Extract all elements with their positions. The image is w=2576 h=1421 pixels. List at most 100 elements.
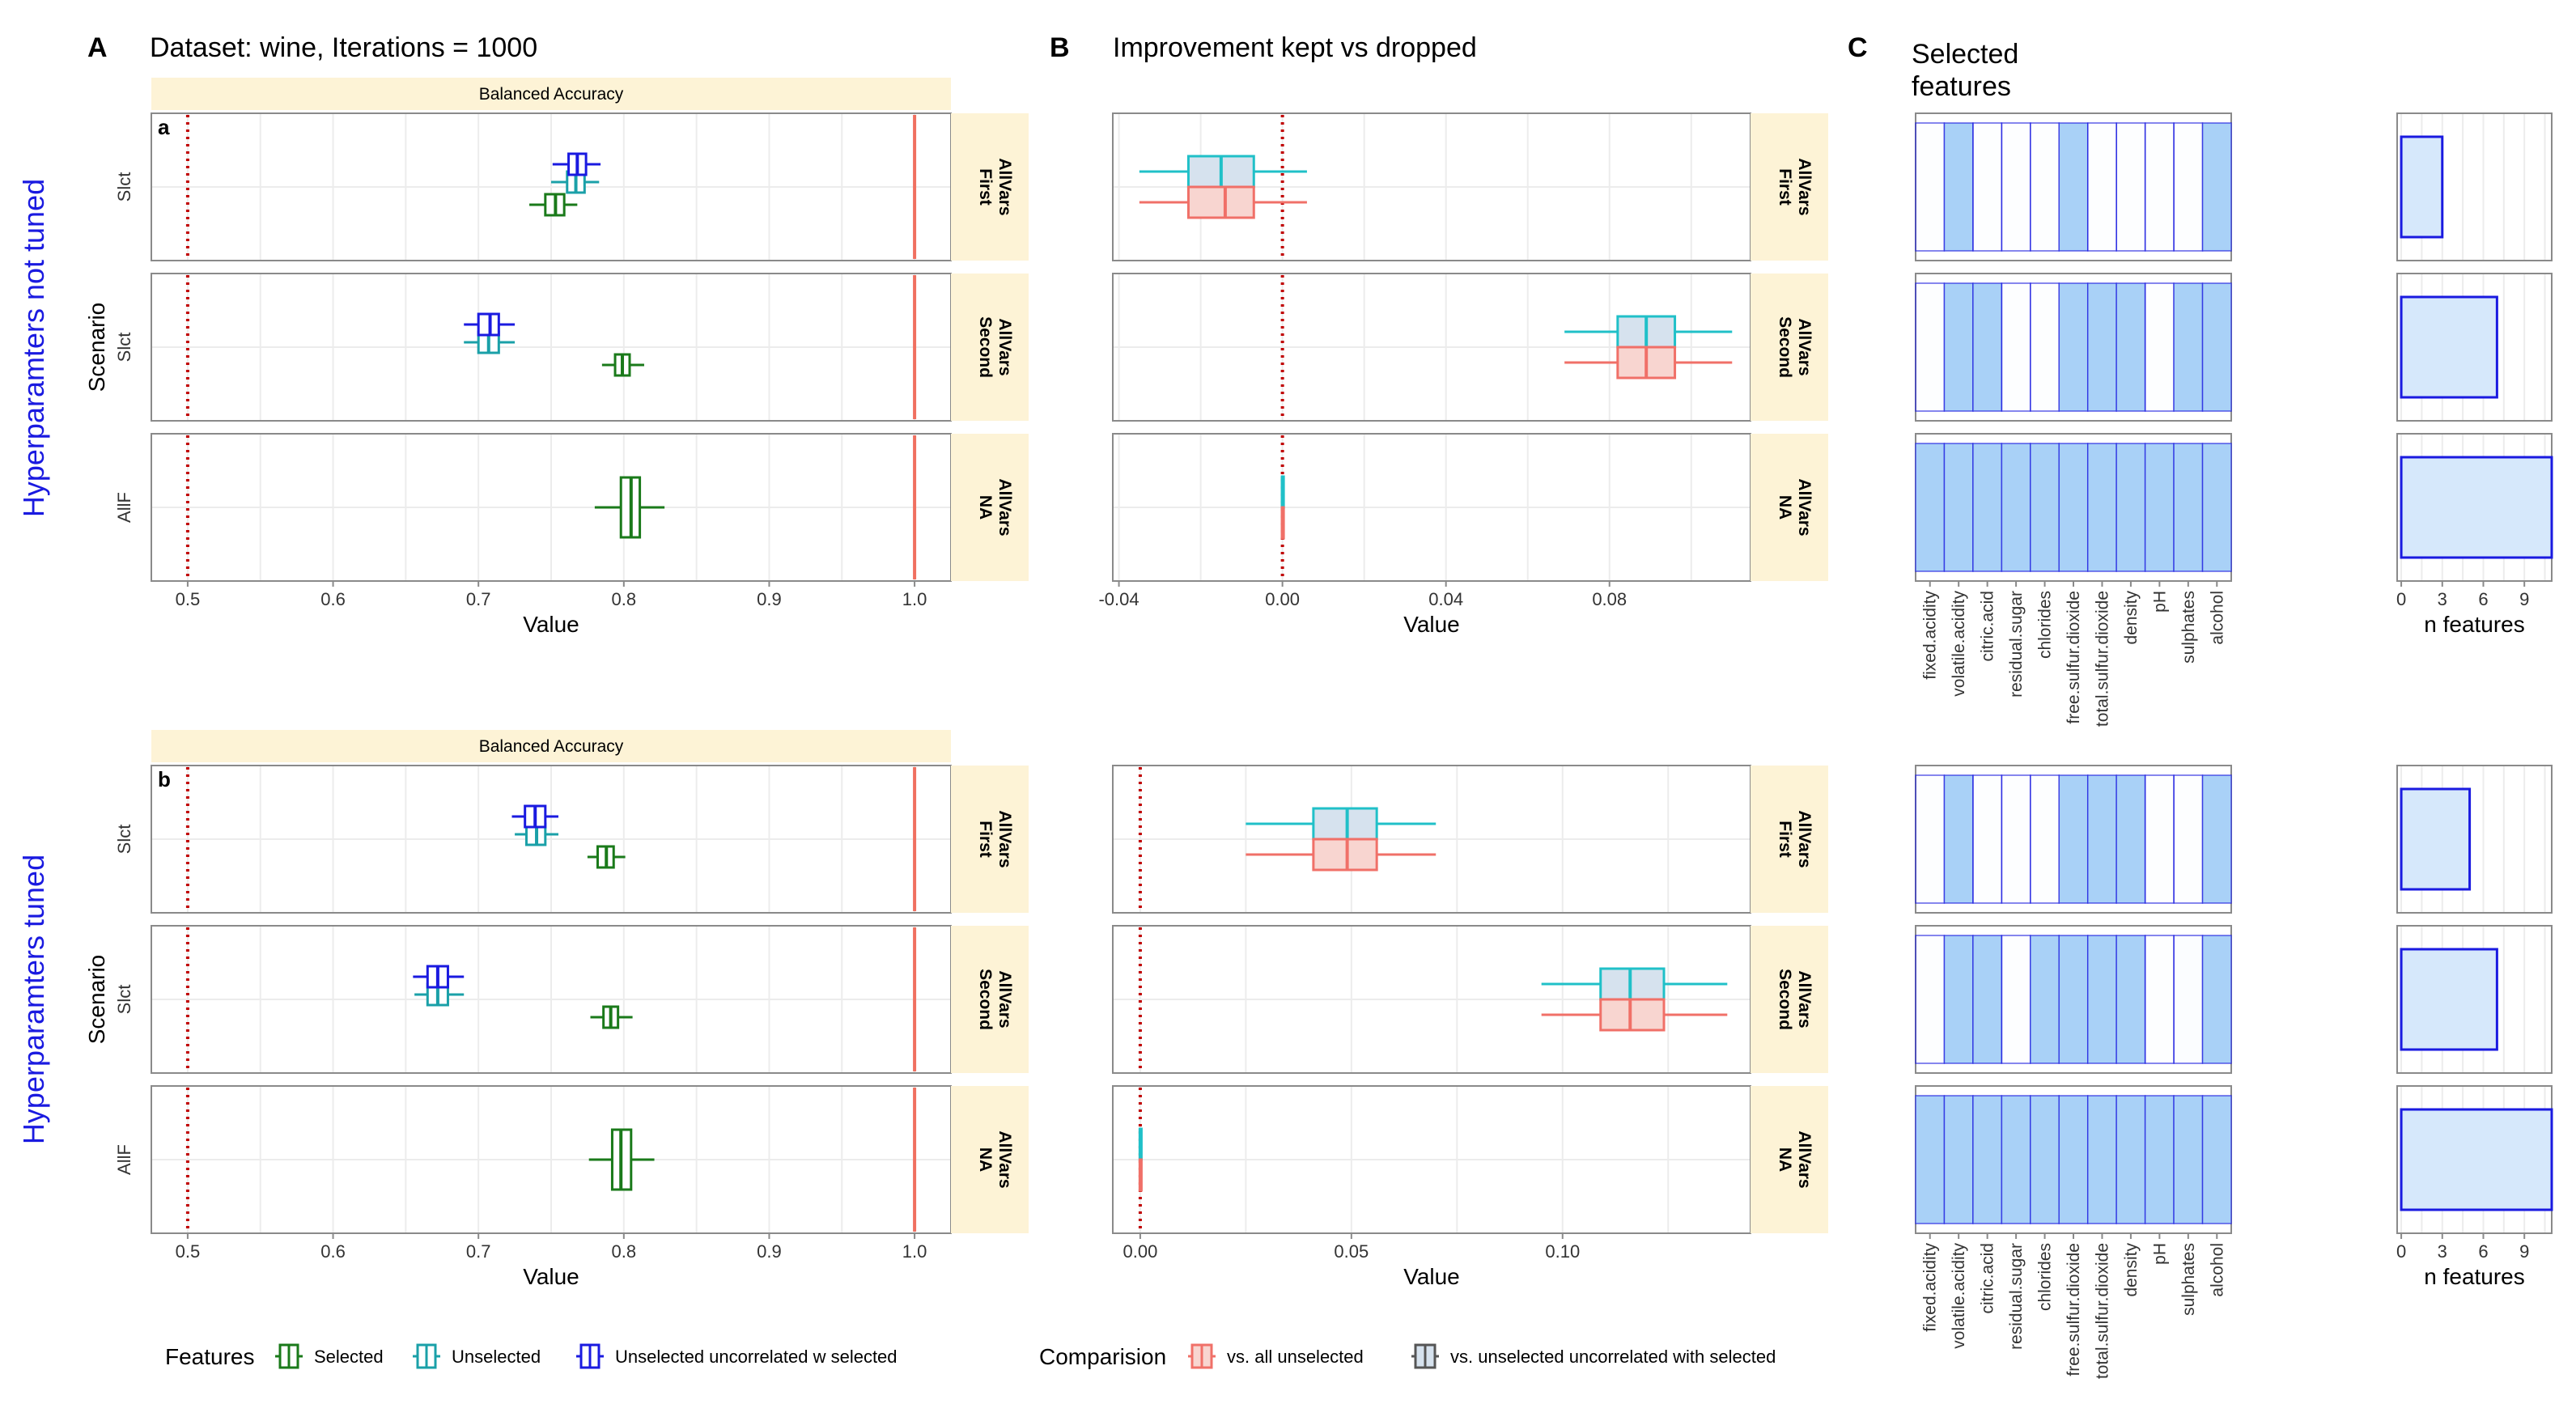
box-b-0-0-all-box	[1186, 185, 1255, 219]
feature-label-1-4: chlorides	[2036, 1243, 2055, 1311]
strip-b-0-0-bg	[1751, 113, 1828, 261]
ylabel-a-1-2: AllF	[114, 1144, 134, 1175]
strip-a-0-1-line1: AllVars	[995, 318, 1014, 375]
xaxis-a-0-ticklabel-3: 0.8	[612, 589, 637, 609]
feature-cell-0-1-9	[2173, 282, 2204, 412]
strip-b-1-0-bg	[1751, 766, 1828, 913]
ylabel-a-1-1: Slct	[114, 985, 134, 1015]
panel-title-c-line1: Selected	[1912, 39, 2018, 70]
strip-b-0-0-line1: AllVars	[1795, 158, 1814, 215]
strip-a-0-2-line1: AllVars	[995, 478, 1014, 536]
feature-label-0-6: total.sulfur.dioxide	[2093, 591, 2111, 727]
feature-cell-1-1-10	[2201, 935, 2232, 1064]
strip-b-1-2-line2: NA	[1776, 1147, 1794, 1172]
feature-cell-1-2-6	[2086, 1095, 2117, 1224]
feature-cell-1-1-0	[1915, 935, 1946, 1064]
row-label-tuned: Hyperparamters tuned	[17, 855, 50, 1144]
feature-cell-1-1-4	[2030, 935, 2060, 1064]
xaxis-a-1-ticklabel-1: 0.6	[320, 1241, 346, 1262]
feature-cell-1-0-9	[2173, 774, 2204, 904]
legend-features-item-2: Unselected uncorrelated w selected	[615, 1347, 898, 1367]
feature-cell-0-1-3	[2001, 282, 2031, 412]
legend-comparison-item-0: vs. all unselected	[1227, 1347, 1364, 1367]
ylabel-a-1-0: Slct	[114, 825, 134, 855]
feature-cell-0-0-3	[2001, 122, 2031, 252]
xaxis-n-0-ticklabel-0: 0	[2396, 589, 2406, 609]
panel-letter-c: C	[1848, 32, 1868, 63]
feature-cell-0-1-4	[2030, 282, 2060, 412]
strip-a-1-0-bg	[951, 766, 1029, 913]
panel-title-c-line2: features	[1912, 71, 2011, 102]
feature-label-1-3: residual.sugar	[2007, 1243, 2026, 1350]
feature-cell-1-1-1	[1943, 935, 1974, 1064]
feature-cell-1-2-5	[2058, 1095, 2089, 1224]
xaxis-a-1-ticklabel-5: 1.0	[902, 1241, 927, 1262]
feature-label-0-5: free.sulfur.dioxide	[2065, 591, 2083, 724]
feature-cell-0-2-8	[2144, 443, 2175, 572]
strip-b-0-1-line1: AllVars	[1795, 318, 1814, 375]
feature-cell-0-2-1	[1943, 443, 1974, 572]
n-features-bar-1-2	[2400, 1108, 2553, 1211]
feature-cell-1-0-2	[1972, 774, 2003, 904]
n-features-bar-0-2	[2400, 456, 2553, 559]
xaxis-b-1-ticklabel-2: 0.10	[1545, 1241, 1580, 1262]
strip-a-0-1-line2: Second	[976, 316, 995, 378]
xlabel-n-0: n features	[2424, 612, 2525, 637]
n-features-bar-0-0	[2400, 135, 2444, 239]
feature-cell-1-2-1	[1943, 1095, 1974, 1224]
strip-a-1-0-line2: First	[976, 821, 995, 858]
strip-a-1-2-bg	[951, 1086, 1029, 1233]
feature-cell-1-2-10	[2201, 1095, 2232, 1224]
n-features-bar-1-1	[2400, 948, 2498, 1051]
ylabel-a-0-0: Slct	[114, 172, 134, 202]
feature-cell-0-0-4	[2030, 122, 2060, 252]
strip-a-0-0-bg	[951, 113, 1029, 261]
strip-title-0: Balanced Accuracy	[479, 85, 624, 104]
xaxis-b-0-ticklabel-1: 0.00	[1265, 589, 1300, 609]
xlabel-b-0: Value	[1403, 612, 1460, 637]
feature-cell-0-1-7	[2116, 282, 2146, 412]
xaxis-n-1-ticklabel-0: 0	[2396, 1241, 2406, 1262]
xaxis-a-0-ticklabel-2: 0.7	[466, 589, 491, 609]
xaxis-a-1-ticklabel-0: 0.5	[176, 1241, 201, 1262]
xaxis-a-0-ticklabel-4: 0.9	[757, 589, 782, 609]
feature-label-0-4: chlorides	[2036, 591, 2055, 659]
legend-comparison-item-1: vs. unselected uncorrelated with selecte…	[1450, 1347, 1776, 1367]
feature-cell-1-0-5	[2058, 774, 2089, 904]
xaxis-a-0-ticklabel-1: 0.6	[320, 589, 346, 609]
feature-label-0-1: volatile.acidity	[1950, 591, 1968, 697]
strip-a-1-1-bg	[951, 926, 1029, 1073]
panel-title-a: Dataset: wine, Iterations = 1000	[150, 32, 537, 63]
feature-label-1-8: pH	[2150, 1243, 2169, 1265]
strip-b-0-2-line2: NA	[1776, 495, 1794, 520]
feature-cell-0-2-2	[1972, 443, 2003, 572]
feature-cell-1-2-4	[2030, 1095, 2060, 1224]
feature-cell-0-2-9	[2173, 443, 2204, 572]
feature-cell-1-1-5	[2058, 935, 2089, 1064]
strip-a-0-1-bg	[951, 274, 1029, 421]
feature-label-0-9: sulphates	[2179, 591, 2198, 664]
box-b-1-1-uncor-box	[1599, 967, 1666, 1001]
legend-features-item-1: Unselected	[452, 1347, 541, 1367]
feature-cell-0-0-9	[2173, 122, 2204, 252]
feature-label-1-9: sulphates	[2179, 1243, 2198, 1316]
feature-label-0-7: density	[2122, 591, 2141, 645]
strip-a-1-1-line1: AllVars	[995, 970, 1014, 1028]
xaxis-n-1-ticklabel-3: 9	[2519, 1241, 2529, 1262]
feature-cell-0-0-5	[2058, 122, 2089, 252]
n-features-bar-1-0	[2400, 787, 2472, 891]
scenario-label-0: Scenario	[84, 303, 109, 392]
feature-cell-1-2-9	[2173, 1095, 2204, 1224]
feature-cell-0-2-5	[2058, 443, 2089, 572]
strip-a-1-2-line2: NA	[976, 1147, 995, 1172]
feature-cell-0-2-4	[2030, 443, 2060, 572]
feature-cell-0-0-6	[2086, 122, 2117, 252]
feature-label-1-2: citric.acid	[1979, 1243, 1997, 1314]
feature-label-0-8: pH	[2150, 591, 2169, 613]
feature-label-0-2: citric.acid	[1979, 591, 1997, 662]
xaxis-a-0-ticklabel-0: 0.5	[176, 589, 201, 609]
xaxis-a-1-ticklabel-4: 0.9	[757, 1241, 782, 1262]
strip-a-0-0-line1: AllVars	[995, 158, 1014, 215]
xaxis-n-0-ticklabel-2: 6	[2478, 589, 2488, 609]
feature-cell-1-1-3	[2001, 935, 2031, 1064]
